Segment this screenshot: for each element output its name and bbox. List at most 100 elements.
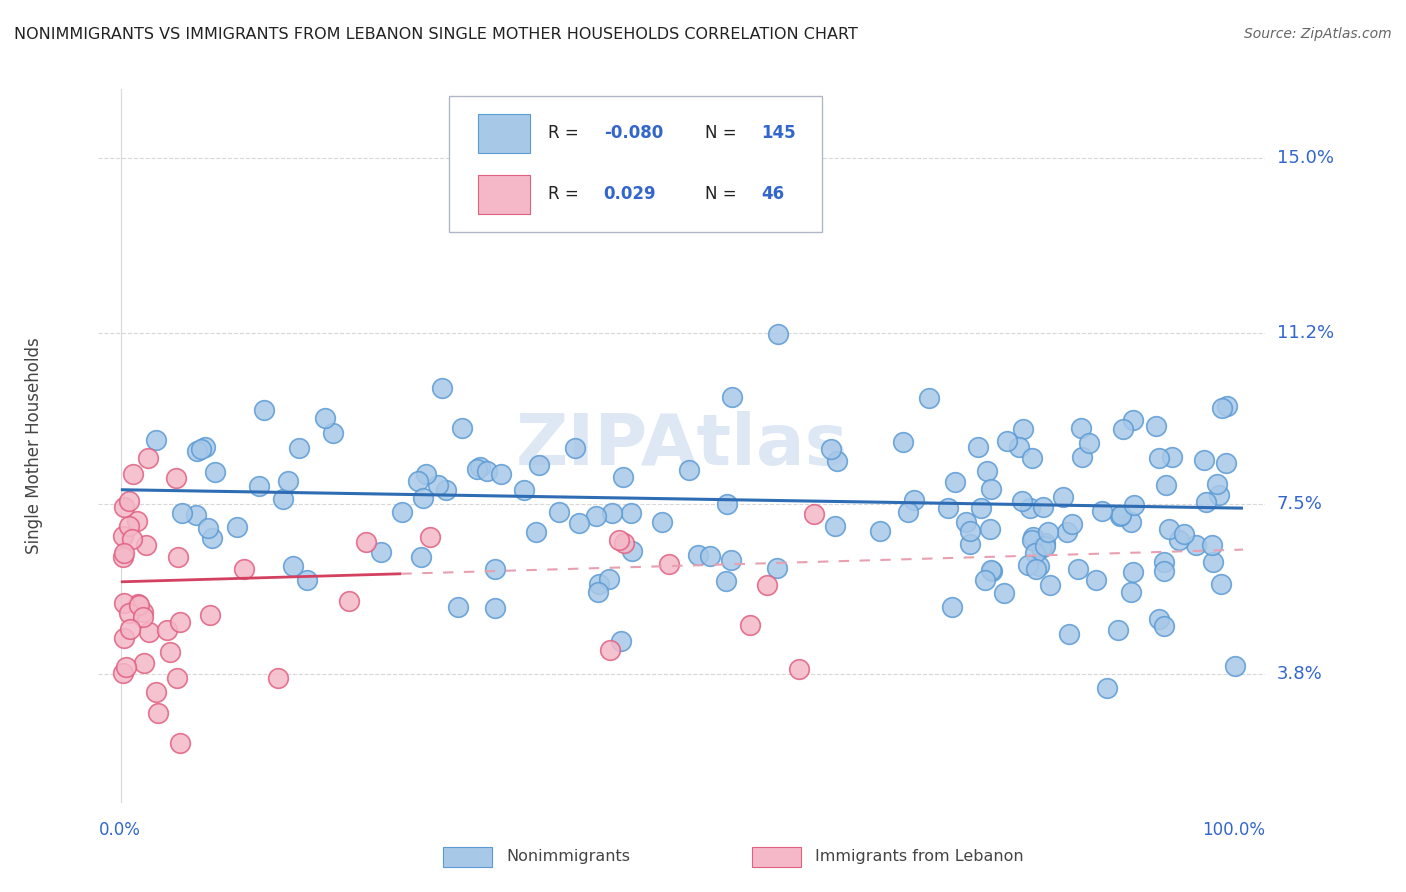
Point	[1033, 536, 1056, 550]
Point	[1036, 524, 1059, 539]
Point	[1021, 533, 1043, 548]
Point	[412, 491, 434, 505]
Point	[112, 546, 135, 560]
Point	[127, 597, 149, 611]
Point	[1085, 573, 1108, 587]
Point	[893, 434, 915, 449]
Point	[1070, 421, 1092, 435]
Point	[1011, 494, 1033, 508]
Point	[484, 562, 506, 576]
Point	[1095, 681, 1118, 695]
Point	[132, 606, 155, 620]
Point	[132, 656, 155, 670]
Point	[755, 578, 778, 592]
Point	[1032, 500, 1054, 515]
Text: NONIMMIGRANTS VS IMMIGRANTS FROM LEBANON SINGLE MOTHER HOUSEHOLDS CORRELATION CH: NONIMMIGRANTS VS IMMIGRANTS FROM LEBANON…	[14, 27, 858, 42]
Point	[118, 519, 141, 533]
Point	[1184, 538, 1206, 552]
Text: 0.0%: 0.0%	[98, 822, 141, 839]
Point	[447, 600, 470, 615]
Point	[586, 585, 609, 599]
Point	[943, 475, 966, 489]
Point	[716, 497, 738, 511]
Point	[1052, 490, 1074, 504]
Point	[267, 671, 290, 685]
Point	[167, 549, 190, 564]
Point	[738, 617, 761, 632]
Point	[391, 506, 413, 520]
Point	[125, 514, 148, 528]
Point	[1008, 440, 1031, 454]
Point	[612, 470, 634, 484]
Point	[1208, 488, 1230, 502]
Point	[1122, 413, 1144, 427]
Point	[283, 559, 305, 574]
Point	[165, 471, 187, 485]
Point	[426, 478, 449, 492]
Point	[484, 600, 506, 615]
Text: 7.5%: 7.5%	[1277, 494, 1323, 513]
Point	[1223, 659, 1246, 673]
Point	[131, 610, 153, 624]
Point	[409, 549, 432, 564]
FancyBboxPatch shape	[449, 96, 823, 232]
Point	[1154, 478, 1177, 492]
Point	[1119, 584, 1142, 599]
Point	[918, 391, 941, 405]
Point	[941, 599, 963, 614]
Text: N =: N =	[706, 186, 742, 203]
Point	[1153, 564, 1175, 578]
Point	[903, 493, 925, 508]
Point	[1067, 562, 1090, 576]
Point	[979, 564, 1001, 578]
Bar	[478, 175, 530, 214]
Point	[121, 532, 143, 546]
Point	[1167, 533, 1189, 547]
Text: N =: N =	[706, 125, 742, 143]
Text: Single Mother Households: Single Mother Households	[25, 338, 44, 554]
Point	[112, 550, 135, 565]
Point	[121, 467, 143, 481]
Point	[1022, 530, 1045, 544]
Point	[468, 459, 491, 474]
Point	[1211, 401, 1233, 416]
Point	[277, 475, 299, 489]
Point	[619, 506, 641, 520]
Point	[766, 327, 789, 342]
Point	[112, 631, 135, 645]
Point	[1012, 422, 1035, 436]
Point	[465, 462, 488, 476]
Point	[1144, 418, 1167, 433]
Point	[1209, 577, 1232, 591]
Point	[1109, 508, 1132, 523]
Point	[159, 645, 181, 659]
Text: 15.0%: 15.0%	[1277, 149, 1333, 168]
Bar	[478, 114, 530, 153]
Point	[969, 500, 991, 515]
Point	[1018, 500, 1040, 515]
Point	[620, 544, 643, 558]
Point	[135, 538, 157, 552]
Point	[1173, 527, 1195, 541]
Point	[198, 608, 221, 623]
Point	[145, 433, 167, 447]
Point	[1216, 399, 1239, 413]
Point	[1062, 517, 1084, 532]
Point	[527, 458, 550, 472]
Text: 11.2%: 11.2%	[1277, 324, 1334, 343]
Point	[1215, 457, 1237, 471]
Point	[337, 593, 360, 607]
Point	[419, 530, 441, 544]
Point	[194, 440, 217, 454]
Point	[564, 441, 586, 455]
Point	[415, 467, 437, 482]
Point	[967, 440, 990, 454]
Point	[197, 521, 219, 535]
Point	[803, 507, 825, 521]
Point	[1160, 450, 1182, 465]
Point	[169, 615, 191, 629]
Point	[204, 465, 226, 479]
Point	[434, 483, 457, 497]
Point	[370, 544, 392, 558]
Point	[651, 515, 673, 529]
